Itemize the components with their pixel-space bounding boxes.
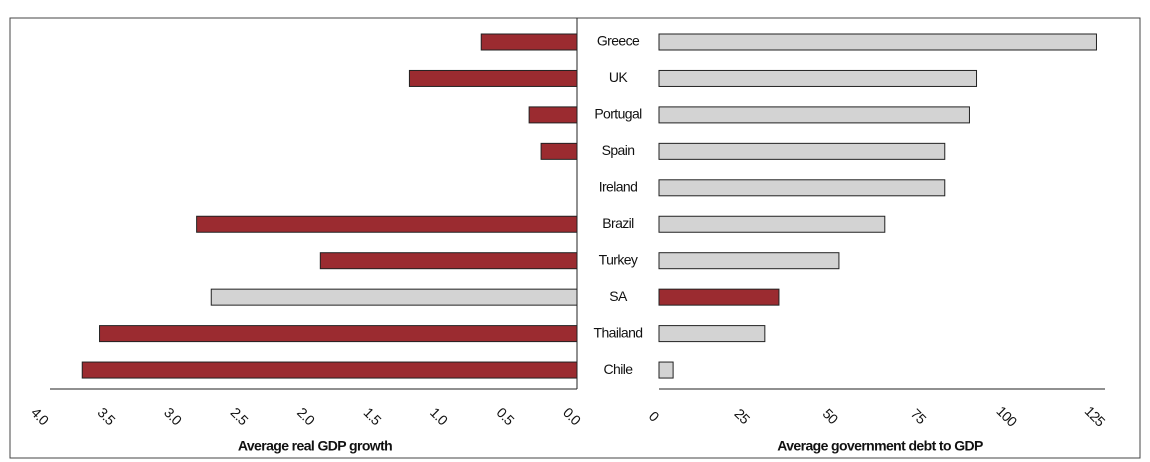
category-label: Brazil — [602, 215, 634, 231]
x-tick-label: 0.5 — [494, 404, 518, 428]
x-tick-label: 2.5 — [228, 404, 252, 428]
bar — [540, 142, 578, 160]
bar — [658, 252, 840, 270]
category-label: Portugal — [594, 106, 642, 122]
bar — [480, 33, 578, 51]
x-tick-label: 3.5 — [95, 404, 119, 428]
bar — [658, 142, 946, 160]
bar — [658, 179, 946, 197]
left-axis-title: Average real GDP growth — [238, 438, 392, 454]
category-label: Spain — [602, 142, 635, 158]
category-label: Turkey — [599, 251, 638, 267]
bar — [658, 69, 978, 87]
bar — [658, 33, 1097, 51]
x-tick-label: 125 — [1082, 403, 1109, 430]
x-tick-label: 1.0 — [427, 404, 451, 428]
category-label: Ireland — [599, 179, 638, 195]
right-axis-title: Average government debt to GDP — [777, 438, 983, 454]
x-tick-label: 4.0 — [28, 404, 52, 428]
x-tick-label: 25 — [731, 405, 753, 427]
x-tick-label: 1.5 — [361, 404, 385, 428]
x-tick-label: 0 — [646, 408, 663, 425]
x-tick-label: 75 — [908, 405, 930, 427]
x-tick-label: 2.0 — [294, 404, 318, 428]
category-label: Greece — [597, 33, 640, 49]
bar — [99, 325, 578, 343]
bar — [528, 106, 578, 124]
category-label: SA — [609, 288, 628, 304]
bar — [319, 252, 578, 270]
bar — [81, 361, 578, 379]
x-tick-label: 100 — [993, 403, 1020, 430]
category-label: Chile — [604, 361, 634, 377]
bar — [408, 69, 578, 87]
category-label: Thailand — [594, 324, 643, 340]
category-label: UK — [609, 69, 629, 85]
x-tick-label: 50 — [820, 405, 842, 427]
bar — [658, 215, 886, 233]
frame — [9, 17, 1141, 459]
bar — [658, 106, 970, 124]
x-tick-label: 3.0 — [161, 404, 185, 428]
bar — [210, 288, 578, 306]
bar — [196, 215, 578, 233]
bar — [658, 325, 766, 343]
bar — [658, 361, 674, 379]
bar — [658, 288, 780, 306]
x-tick-label: 0.0 — [560, 404, 584, 428]
